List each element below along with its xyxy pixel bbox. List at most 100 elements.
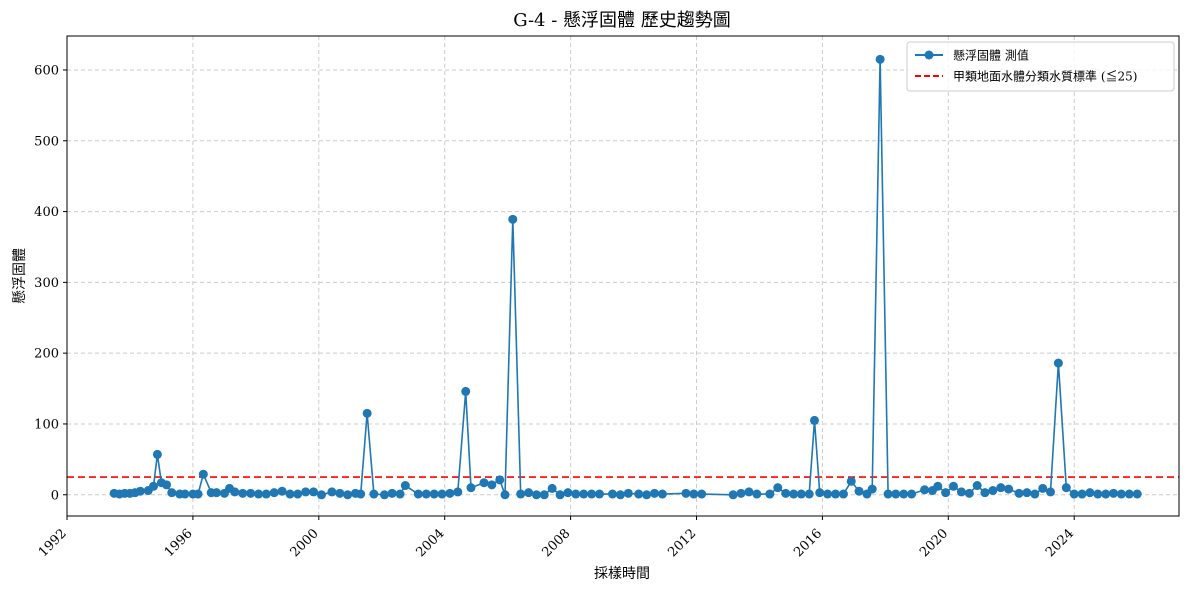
y-tick-label: 100 [34, 417, 59, 432]
x-axis-label: 採樣時間 [594, 565, 650, 582]
data-point [1116, 489, 1126, 499]
data-point [594, 489, 604, 499]
data-point [1014, 488, 1024, 498]
data-point [437, 489, 447, 499]
data-point [500, 490, 510, 500]
data-point [400, 481, 410, 491]
data-point [563, 488, 573, 498]
data-point [809, 415, 819, 425]
data-point [356, 489, 366, 499]
data-point [875, 54, 885, 64]
data-point [167, 488, 177, 498]
data-point [642, 490, 652, 500]
legend-reference-label: 甲類地面水體分類水質標準 (≦25) [953, 69, 1137, 84]
legend: 懸浮固體 測值 甲類地面水體分類水質標準 (≦25) [906, 41, 1175, 92]
data-point [838, 489, 848, 499]
data-point [238, 488, 248, 498]
data-point [1093, 489, 1103, 499]
y-tick-label: 500 [34, 134, 59, 149]
data-point [316, 490, 326, 500]
data-point [867, 484, 877, 494]
data-point [891, 489, 901, 499]
data-point [149, 481, 159, 491]
data-point [1101, 489, 1111, 499]
data-point [689, 489, 699, 499]
data-point [1061, 483, 1071, 493]
series-layer [109, 54, 1142, 500]
data-point [920, 485, 930, 495]
data-point [516, 489, 526, 499]
data-point [728, 490, 738, 500]
data-point [1030, 489, 1040, 499]
data-point [1124, 489, 1134, 499]
data-point [615, 490, 625, 500]
data-point [1077, 489, 1087, 499]
data-point [681, 488, 691, 498]
data-point [744, 487, 754, 497]
data-point [587, 489, 597, 499]
data-point [461, 386, 471, 396]
data-point [246, 488, 256, 498]
y-tick-label: 400 [34, 205, 59, 220]
chart-title: G-4 - 懸浮固體 歷史趨勢圖 [513, 10, 731, 31]
data-point [413, 489, 423, 499]
data-point [988, 486, 998, 496]
data-point [1004, 484, 1014, 494]
data-point [479, 478, 489, 488]
data-point [1069, 489, 1079, 499]
data-point [650, 488, 660, 498]
data-point [285, 489, 295, 499]
data-point [335, 488, 345, 498]
data-point [854, 486, 864, 496]
data-point [362, 408, 372, 418]
data-point [736, 488, 746, 498]
data-point [773, 483, 783, 493]
data-point [579, 489, 589, 499]
data-point [657, 489, 667, 499]
data-point [387, 488, 397, 498]
data-point [152, 449, 162, 459]
data-point [495, 475, 505, 485]
data-point [487, 480, 497, 490]
data-point [193, 489, 203, 499]
data-point [429, 489, 439, 499]
data-point [804, 489, 814, 499]
data-point [1085, 488, 1095, 498]
data-point [883, 489, 893, 499]
y-tick-label: 600 [34, 63, 59, 78]
data-point [524, 488, 534, 498]
data-point [301, 487, 311, 497]
data-point [421, 489, 431, 499]
data-point [1053, 358, 1063, 368]
data-point [293, 489, 303, 499]
data-point [996, 483, 1006, 493]
data-point [697, 489, 707, 499]
data-point [789, 489, 799, 499]
data-point [765, 489, 775, 499]
data-point [815, 488, 825, 498]
data-point [453, 487, 463, 497]
data-point [1022, 488, 1032, 498]
data-point [327, 487, 337, 497]
data-point [466, 483, 476, 493]
data-point [343, 490, 353, 500]
data-point [941, 488, 951, 498]
data-point [964, 488, 974, 498]
data-point [395, 489, 405, 499]
data-point [198, 469, 208, 479]
data-point [796, 489, 806, 499]
data-point [269, 488, 279, 498]
data-point [531, 490, 541, 500]
data-point [899, 489, 909, 499]
data-point [508, 214, 518, 224]
data-point [634, 489, 644, 499]
data-point [956, 487, 966, 497]
data-point [369, 489, 379, 499]
y-tick-label: 200 [34, 347, 59, 362]
plot-frame [66, 35, 1180, 517]
data-point [1132, 489, 1142, 499]
data-point [1046, 487, 1056, 497]
legend-box [906, 41, 1175, 92]
data-point [445, 488, 455, 498]
